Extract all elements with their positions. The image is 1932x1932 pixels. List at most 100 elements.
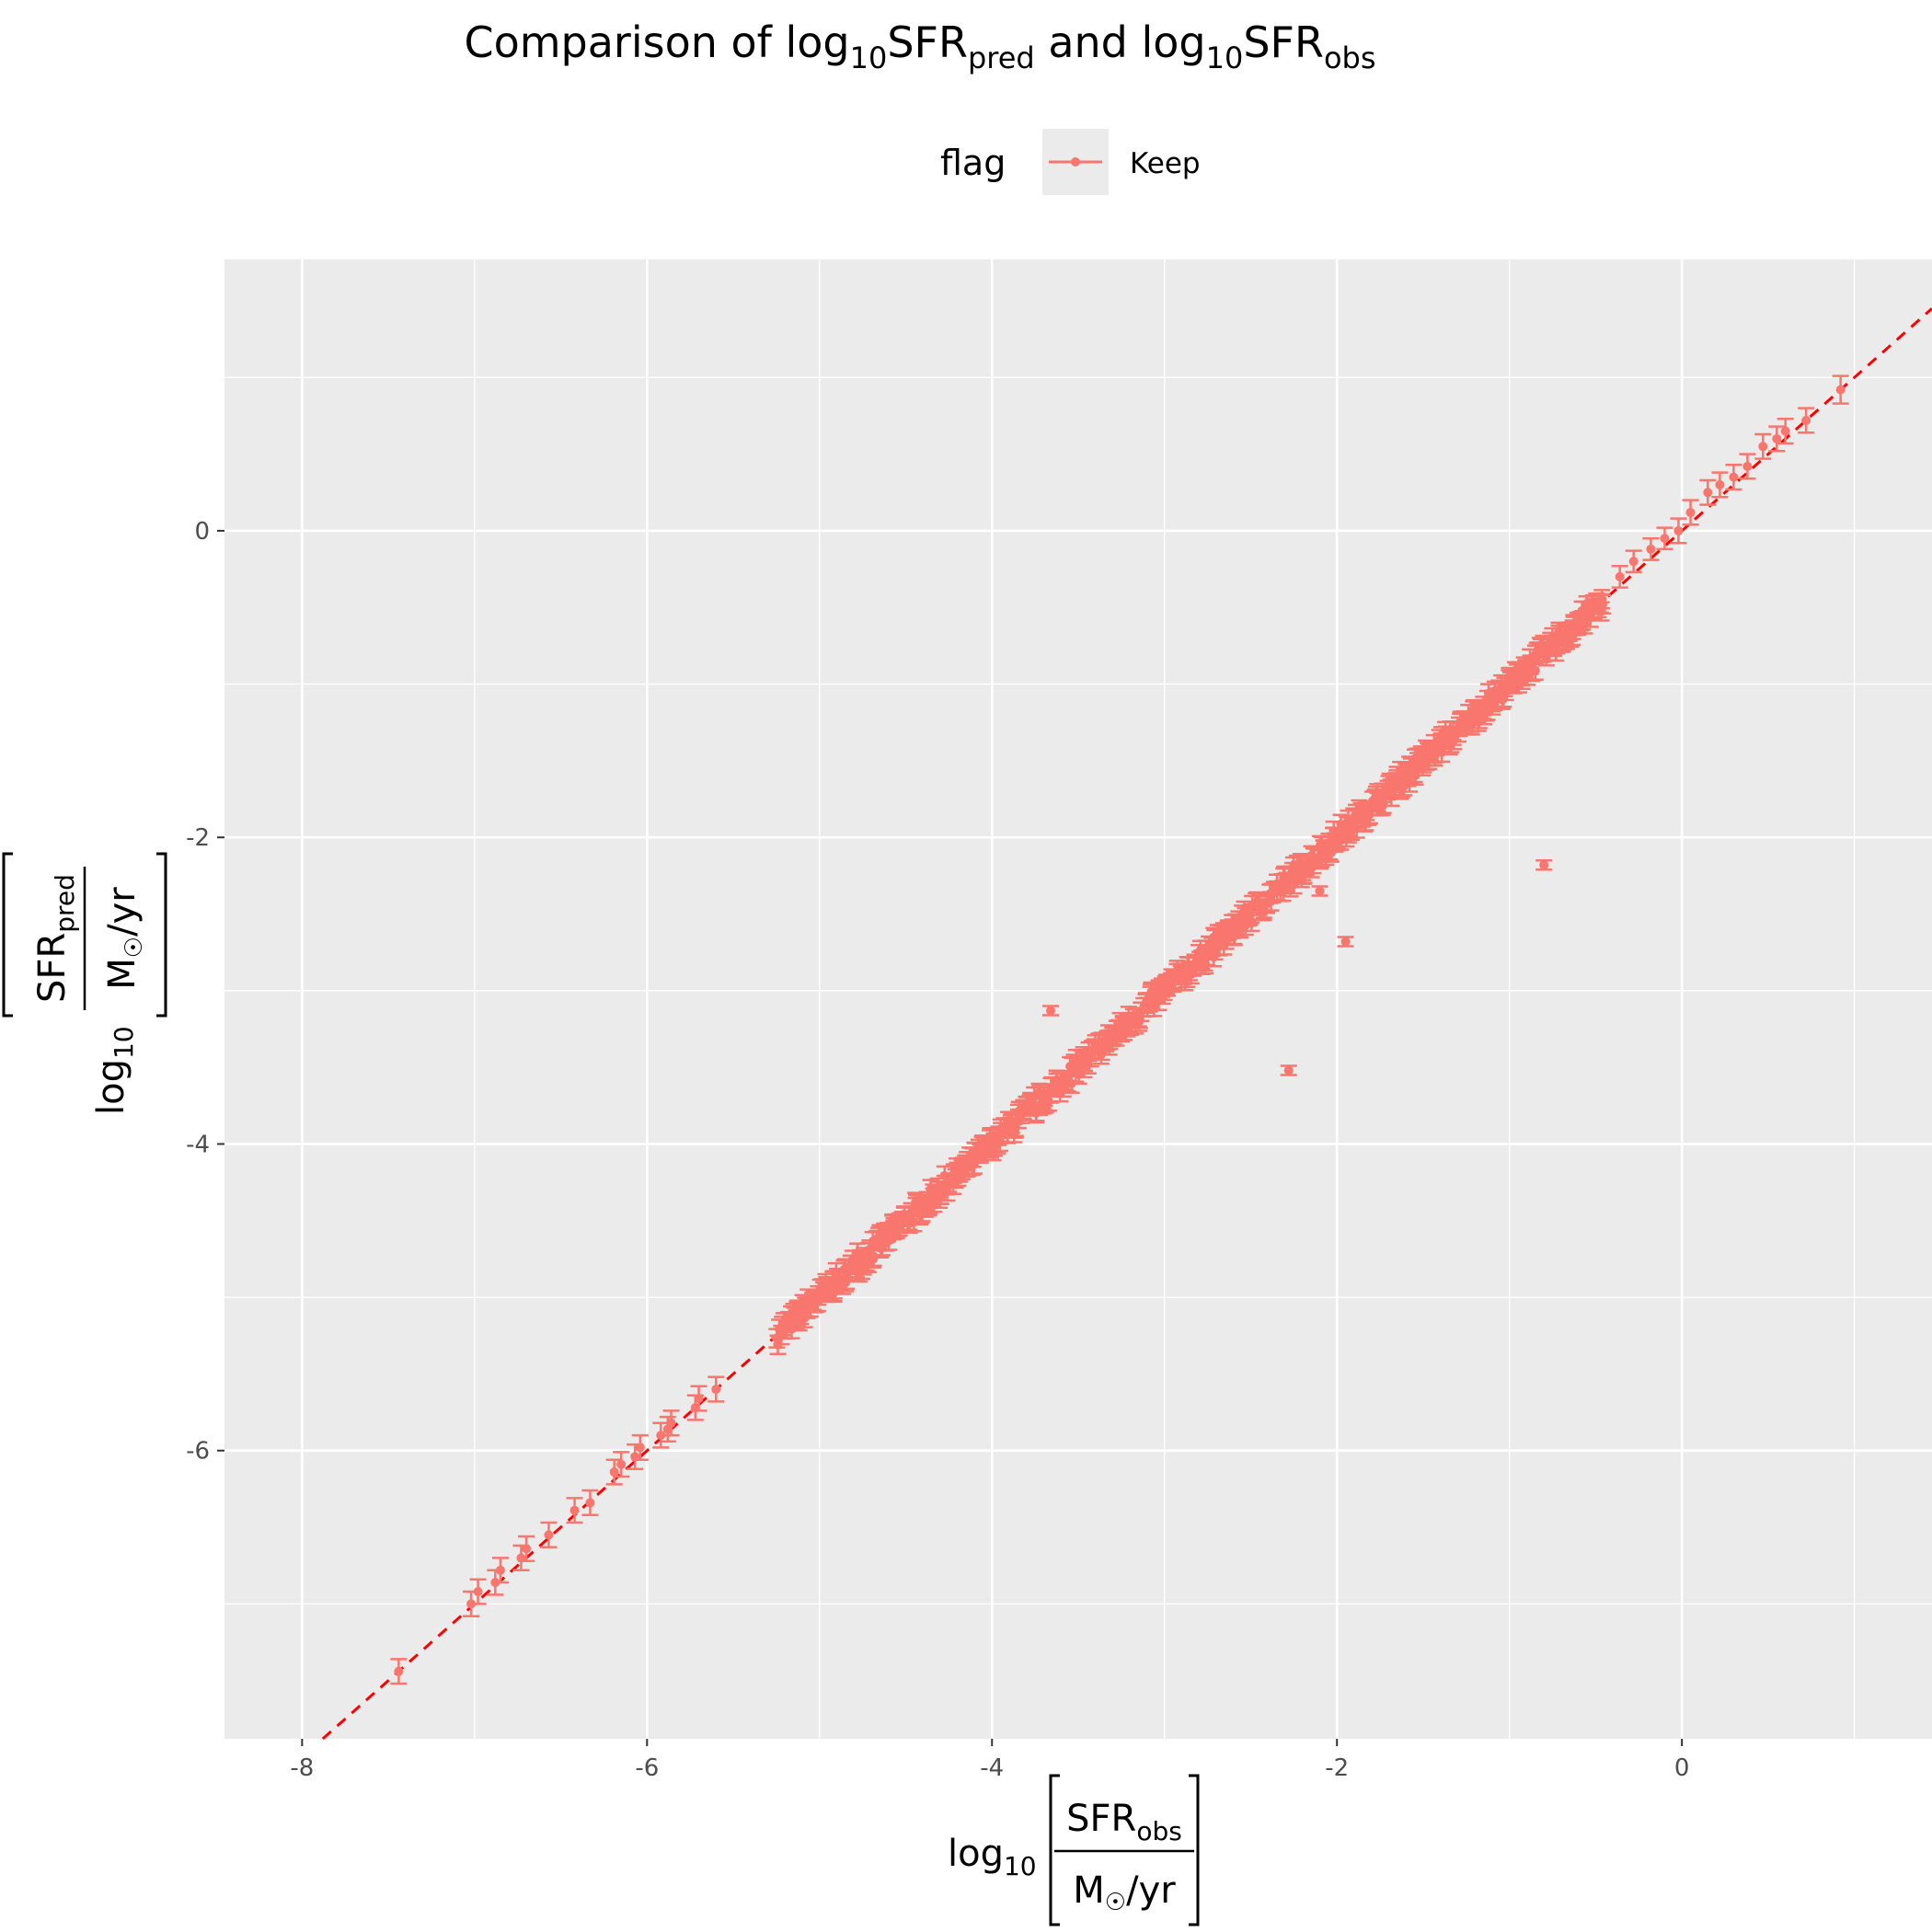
- data-point: [1625, 549, 1642, 574]
- data-point: [1670, 517, 1687, 545]
- data-point-marker: [1801, 415, 1811, 425]
- data-point-marker: [1283, 1065, 1294, 1075]
- svg-text:log10: log10: [948, 1833, 1037, 1881]
- plot-panel: [224, 259, 1932, 1739]
- data-point-marker: [1046, 1006, 1056, 1016]
- data-point: [662, 1409, 680, 1437]
- data-point-marker: [1685, 507, 1696, 517]
- data-point: [631, 1433, 649, 1461]
- data-point: [1611, 565, 1628, 589]
- data-point: [518, 1535, 535, 1562]
- data-point: [690, 1385, 707, 1412]
- data-point: [1656, 526, 1673, 551]
- y-tick-label: -6: [186, 1438, 210, 1466]
- data-point-marker: [1780, 426, 1790, 436]
- data-point-marker: [1340, 937, 1351, 947]
- data-point: [849, 1242, 867, 1267]
- data-point-marker: [616, 1459, 627, 1469]
- data-point-marker: [609, 1467, 619, 1478]
- data-point: [581, 1489, 599, 1516]
- y-axis: -6 -4 -2 0: [186, 518, 224, 1466]
- data-point-marker: [635, 1443, 645, 1453]
- data-point: [469, 1578, 487, 1605]
- data-point-marker: [828, 1277, 838, 1287]
- data-point-marker: [1646, 544, 1656, 554]
- data-point-marker: [875, 1231, 885, 1241]
- data-point: [871, 1224, 889, 1248]
- data-point: [491, 1557, 509, 1584]
- data-point-marker: [473, 1587, 483, 1597]
- data-point-marker: [1530, 665, 1540, 675]
- x-axis: -8 -6 -4 -2 0: [290, 1739, 1689, 1782]
- data-point-marker: [1835, 385, 1846, 395]
- data-point: [1754, 432, 1772, 460]
- data-point-dense: [1594, 593, 1612, 615]
- data-point-marker: [1378, 799, 1388, 809]
- legend-key-point: [1071, 157, 1080, 167]
- data-point: [1535, 858, 1553, 871]
- data-point-marker: [1703, 488, 1713, 498]
- svg-text:M☉/yr: M☉/yr: [1073, 1869, 1176, 1916]
- data-point-marker: [711, 1385, 721, 1395]
- x-tick-label: -2: [1325, 1754, 1349, 1782]
- data-point-marker: [394, 1666, 404, 1676]
- data-point: [1699, 478, 1717, 506]
- svg-text:log10: log10: [90, 1026, 139, 1115]
- svg-text:SFRpred: SFRpred: [31, 874, 80, 1003]
- data-point: [1337, 936, 1354, 948]
- y-axis-label: log10 SFRpred M☉/yr: [2, 852, 167, 1115]
- svg-text:SFRobs: SFRobs: [1066, 1798, 1182, 1846]
- data-point-marker: [1772, 433, 1782, 443]
- data-point-marker: [1615, 571, 1625, 581]
- data-point-marker: [495, 1565, 505, 1575]
- x-tick-label: 0: [1674, 1754, 1690, 1782]
- legend-label-keep: Keep: [1130, 147, 1201, 180]
- data-point: [1768, 425, 1786, 453]
- data-point-marker: [569, 1505, 580, 1515]
- data-point: [1832, 374, 1849, 405]
- data-point: [1798, 407, 1815, 434]
- data-point: [1777, 418, 1794, 445]
- data-point: [566, 1497, 583, 1524]
- data-point-marker: [1758, 442, 1768, 452]
- data-point-marker: [522, 1544, 532, 1554]
- data-point-marker: [853, 1249, 863, 1259]
- data-point: [605, 1458, 623, 1486]
- legend-title: flag: [940, 143, 1006, 183]
- data-point: [540, 1521, 558, 1548]
- data-point-marker: [666, 1418, 676, 1428]
- legend: flag Keep: [940, 129, 1201, 195]
- y-tick-label: -2: [186, 824, 210, 852]
- x-tick-label: -6: [635, 1754, 659, 1782]
- x-axis-label: log10 SFRobs M☉/yr: [948, 1774, 1200, 1926]
- x-tick-label: -4: [980, 1754, 1004, 1782]
- data-point: [1725, 464, 1742, 491]
- data-point: [613, 1451, 630, 1478]
- svg-text:M☉/yr: M☉/yr: [101, 887, 148, 990]
- data-point: [707, 1375, 725, 1403]
- data-points: [390, 374, 1849, 1685]
- data-point-marker: [1715, 479, 1725, 489]
- data-point: [1711, 471, 1729, 499]
- y-tick-label: 0: [194, 518, 210, 546]
- y-tick-label: -4: [186, 1131, 210, 1158]
- data-point-marker: [585, 1498, 595, 1508]
- grid-lines: [224, 259, 1932, 1739]
- data-point: [1642, 537, 1660, 561]
- x-tick-label: -8: [290, 1754, 314, 1782]
- data-point-marker: [1539, 860, 1549, 870]
- data-point-marker: [694, 1394, 704, 1404]
- data-point: [824, 1270, 842, 1294]
- data-point-marker: [1742, 461, 1753, 471]
- data-point: [1042, 1005, 1060, 1017]
- data-point-marker: [1598, 599, 1608, 609]
- data-point: [652, 1421, 670, 1449]
- data-point-marker: [1628, 557, 1639, 567]
- data-point: [1311, 885, 1328, 897]
- data-point: [1682, 499, 1699, 526]
- data-point-marker: [1729, 472, 1739, 482]
- data-point-marker: [656, 1431, 666, 1441]
- data-point-marker: [1673, 525, 1684, 535]
- data-point-marker: [544, 1530, 554, 1540]
